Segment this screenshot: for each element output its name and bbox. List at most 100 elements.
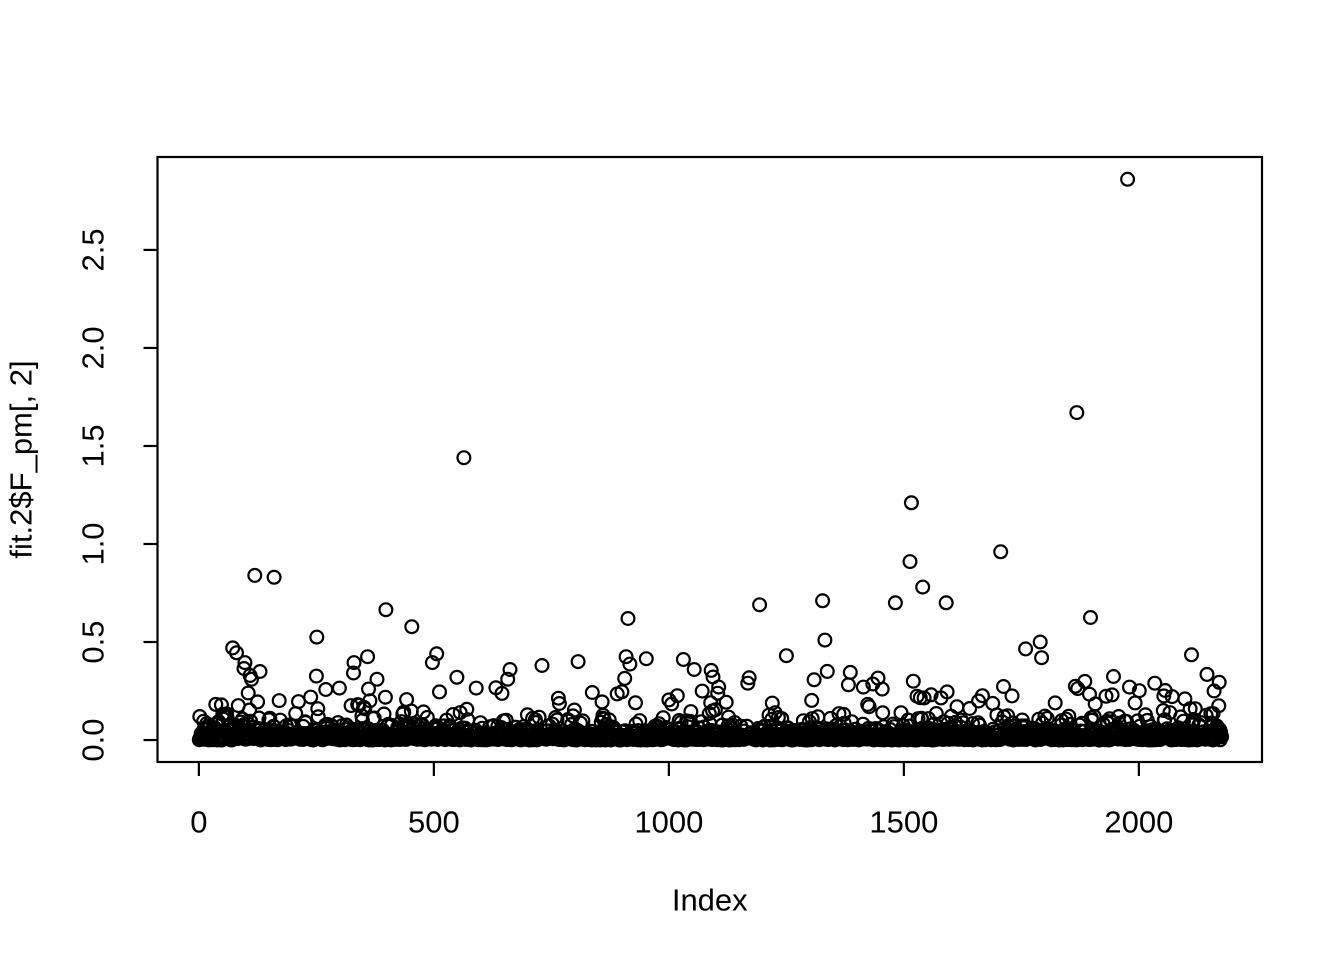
data-point [1061,708,1077,724]
data-point [550,690,566,706]
data-point [1187,701,1203,717]
data-point [468,680,484,696]
data-point [1034,650,1050,666]
data-point [622,656,638,672]
data-point [903,495,919,511]
data-point [594,694,610,710]
data-point [1047,695,1063,711]
data-point [1177,691,1193,707]
data-point [939,684,955,700]
data-point [819,663,835,679]
data-point [456,450,472,466]
data-point [250,694,266,710]
data-point [266,569,282,585]
data-point [1175,713,1191,729]
data-point [1004,688,1020,704]
data-point [424,655,440,671]
y-tick-label: 1.5 [76,424,111,467]
data-point [893,705,909,721]
data-point [1098,688,1114,704]
data-point [1131,683,1147,699]
data-point [369,671,385,687]
data-point [502,661,518,677]
data-point [840,677,856,693]
data-point [236,660,252,676]
data-point [244,671,260,687]
data-point [331,680,347,696]
data-point [683,704,699,720]
data-point [887,595,903,611]
x-tick-label: 1500 [869,805,938,840]
data-point [620,610,636,626]
data-point [804,692,820,708]
plot-border [156,155,1264,764]
data-point [1121,679,1137,695]
data-point [1105,668,1121,684]
data-point [764,695,780,711]
data-point [208,696,224,712]
data-point [534,657,550,673]
y-axis: 0.0 0.5 1.0 1.5 2.0 2.5 [76,228,158,762]
data-point [718,694,734,710]
y-axis-title: fit.2$F_pm[, 2] [4,360,39,558]
data-point [638,651,654,667]
data-point [1032,634,1048,650]
data-point [861,699,877,715]
data-point [445,706,461,722]
data-point [1156,688,1172,704]
data-point [627,695,643,711]
data-point [962,700,978,716]
x-tick-label: 0 [190,805,207,840]
data-point [360,649,376,665]
y-tick-label: 1.0 [76,522,111,565]
data-point [1087,696,1103,712]
data-point [1120,171,1136,187]
data-points-group [191,171,1230,748]
data-point [419,709,435,725]
data-point [291,694,307,710]
data-point [449,669,465,685]
data-point [815,593,831,609]
data-point [242,702,258,718]
data-point [669,688,685,704]
data-point [432,684,448,700]
data-point [271,693,287,709]
data-point [1018,641,1034,657]
data-point [494,685,510,701]
data-point [310,701,326,717]
data-point [247,567,263,583]
data-point [500,671,516,687]
x-tick-label: 500 [408,805,460,840]
data-point [1082,609,1098,625]
x-tick-label: 1000 [634,805,703,840]
data-point [741,670,757,686]
data-point [974,688,990,704]
data-point [617,670,633,686]
data-point [694,683,710,699]
data-point [703,662,719,678]
data-point [362,693,378,709]
data-point [346,665,362,681]
data-point [874,681,890,697]
data-point [778,648,794,664]
data-point [309,629,325,645]
data-point [1155,702,1171,718]
data-point [240,685,256,701]
data-point [902,554,918,570]
data-point [618,649,634,665]
data-point [346,655,362,671]
data-point [923,687,939,703]
data-point [237,655,253,671]
data-point [1069,405,1085,421]
data-point [686,661,702,677]
data-point [429,646,445,662]
data-point [710,685,726,701]
data-point [855,679,871,695]
data-point [308,668,324,684]
data-point [584,684,600,700]
data-point [251,710,267,726]
data-point [318,681,334,697]
data-point [404,619,420,635]
data-point [531,709,547,725]
data-point [938,595,954,611]
